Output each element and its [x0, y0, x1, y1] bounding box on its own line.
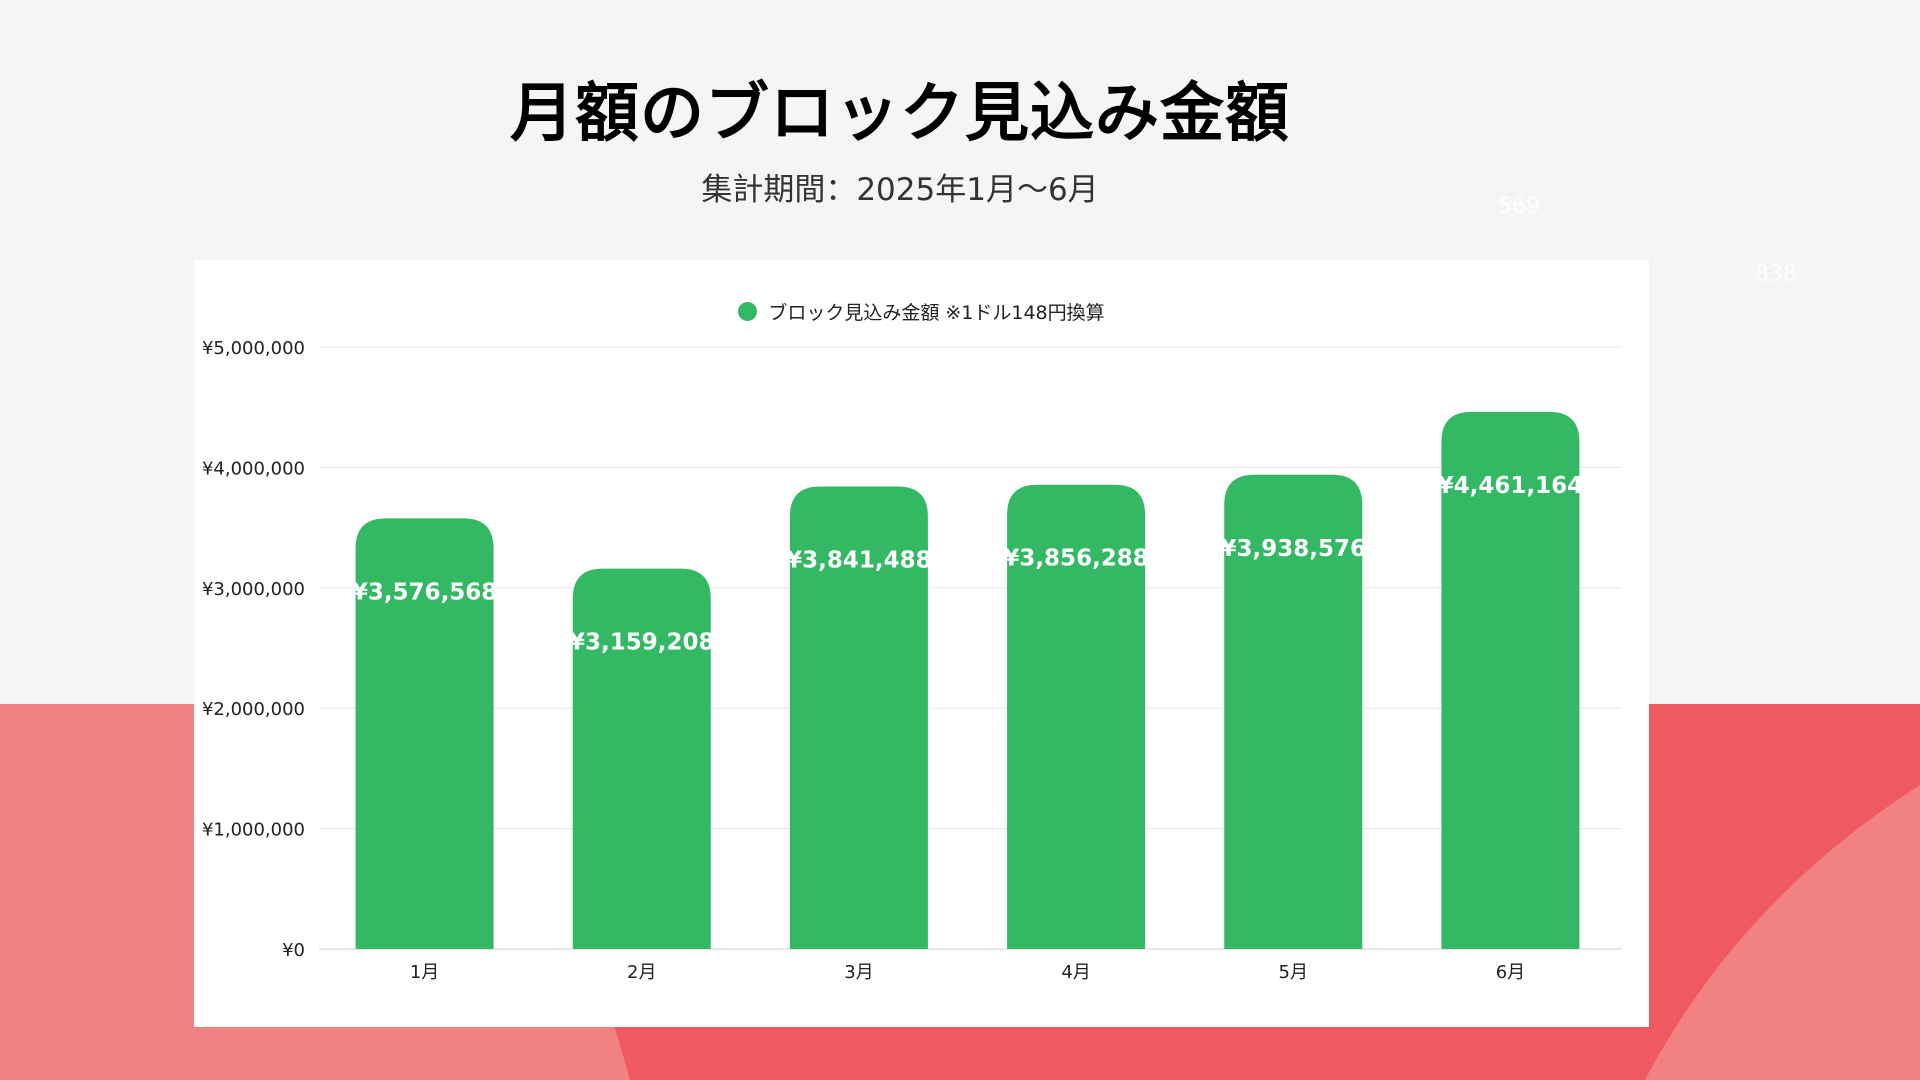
page-title: 月額のブロック見込み金額 — [510, 77, 1290, 151]
bar-chart: ¥0 ¥1,000,000 ¥2,000,000 ¥3,000,000 ¥4,000,0… — [202, 338, 1622, 983]
x-tick-label: 3月 — [844, 962, 873, 983]
y-tick-label: ¥2,000,000 — [202, 699, 305, 720]
background-band-light-right — [1645, 785, 1920, 1080]
bar — [1007, 484, 1146, 949]
y-tick-label: ¥5,000,000 — [202, 338, 305, 359]
bar-data-label: ¥3,856,288 — [1003, 546, 1149, 572]
bar — [572, 568, 711, 949]
bar-data-label: ¥3,938,576 — [1220, 536, 1366, 562]
x-tick-label: 5月 — [1279, 962, 1308, 983]
bar — [1441, 411, 1580, 949]
bar-data-label: ¥3,841,488 — [786, 547, 932, 573]
y-tick-label: ¥1,000,000 — [202, 820, 305, 841]
y-tick-label: ¥4,000,000 — [202, 458, 305, 479]
background-number: 569 — [1498, 194, 1540, 219]
x-tick-label: 2月 — [627, 962, 656, 983]
bar-data-label: ¥4,461,164 — [1438, 473, 1584, 499]
bar — [1224, 474, 1363, 949]
x-tick-label: 6月 — [1496, 962, 1525, 983]
chart-card: ブロック見込み金額 ※1ドル148円換算 ¥0 ¥1,000,000 ¥2,000,… — [194, 260, 1649, 1027]
bar-data-label: ¥3,159,208 — [569, 630, 715, 656]
legend-label: ブロック見込み金額 ※1ドル148円換算 — [768, 302, 1105, 324]
bar — [355, 518, 494, 949]
y-tick-label: ¥3,000,000 — [202, 579, 305, 600]
legend-marker-icon — [738, 302, 758, 321]
y-tick-label: ¥0 — [282, 940, 305, 961]
chart-legend[interactable]: ブロック見込み金額 ※1ドル148円換算 — [194, 298, 1649, 325]
x-tick-label: 1月 — [410, 962, 439, 983]
x-tick-label: 4月 — [1061, 962, 1090, 983]
background-number: 838 — [1755, 262, 1797, 287]
page-subtitle: 集計期間：2025年1月〜6月 — [701, 172, 1099, 208]
bar-data-label: ¥3,576,568 — [352, 579, 498, 605]
bar — [789, 486, 928, 949]
